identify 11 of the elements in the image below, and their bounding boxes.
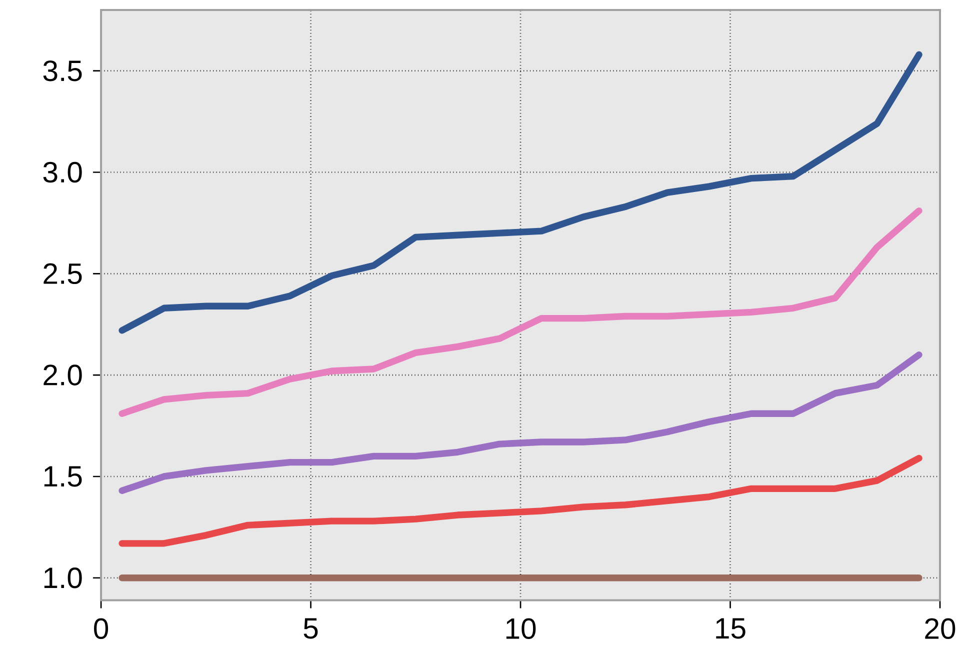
y-tick-label: 1.5 (44, 466, 82, 487)
y-tick-label: 3.5 (43, 60, 82, 82)
y-tick-label: 1.0 (44, 567, 82, 588)
y-tick-label: 3.0 (43, 162, 82, 183)
x-tick-label: 20 (925, 618, 956, 639)
x-tick-label: 15 (716, 618, 746, 639)
y-tick-label: 2.5 (44, 263, 82, 284)
x-tick-label: 0 (94, 618, 108, 639)
x-tick-label: 10 (506, 618, 536, 639)
x-tick-label: 5 (304, 618, 318, 639)
y-tick-label: 2.0 (44, 364, 82, 386)
